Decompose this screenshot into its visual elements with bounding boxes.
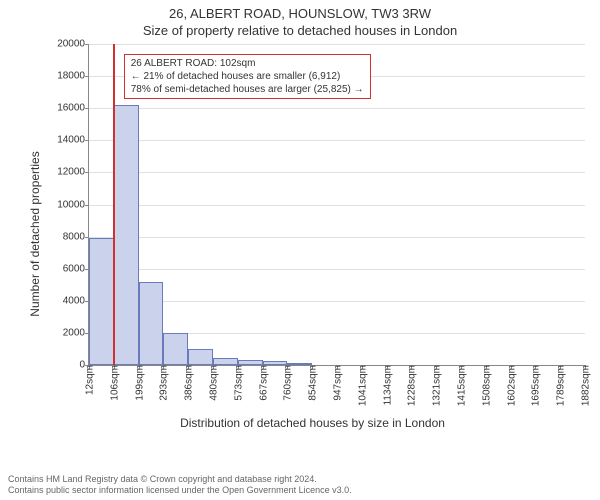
histogram-bar — [163, 333, 188, 365]
histogram-bar — [238, 360, 263, 365]
xtick-label: 1041sqm — [355, 365, 368, 406]
xtick-label: 386sqm — [182, 365, 195, 401]
xtick-label: 1789sqm — [554, 365, 567, 406]
xtick-label: 106sqm — [107, 365, 120, 401]
xtick-label: 1228sqm — [405, 365, 418, 406]
ytick-label: 12000 — [57, 167, 89, 178]
gridline — [89, 108, 585, 109]
footer-line-2: Contains public sector information licen… — [8, 485, 352, 496]
histogram-chart: Number of detached properties Distributi… — [40, 44, 585, 424]
histogram-bar — [263, 361, 288, 365]
xtick-label: 12sqm — [83, 365, 96, 395]
xtick-label: 760sqm — [281, 365, 294, 401]
ytick-label: 10000 — [57, 199, 89, 210]
histogram-bar — [287, 363, 312, 365]
footer-attribution: Contains HM Land Registry data © Crown c… — [8, 474, 352, 497]
y-axis-label: Number of detached properties — [28, 151, 42, 316]
ytick-label: 18000 — [57, 71, 89, 82]
annotation-line-2: ← 21% of detached houses are smaller (6,… — [131, 70, 364, 83]
ytick-label: 6000 — [63, 263, 89, 274]
gridline — [89, 205, 585, 206]
gridline — [89, 301, 585, 302]
annotation-line-1: 26 ALBERT ROAD: 102sqm — [131, 57, 364, 70]
xtick-label: 1695sqm — [529, 365, 542, 406]
xtick-label: 573sqm — [231, 365, 244, 401]
ytick-label: 4000 — [63, 295, 89, 306]
ytick-label: 14000 — [57, 135, 89, 146]
gridline — [89, 172, 585, 173]
xtick-label: 1602sqm — [504, 365, 517, 406]
xtick-label: 854sqm — [306, 365, 319, 401]
histogram-bar — [213, 358, 238, 365]
xtick-label: 293sqm — [157, 365, 170, 401]
histogram-bar — [114, 105, 139, 365]
xtick-label: 1134sqm — [380, 365, 393, 405]
annotation-line-3: 78% of semi-detached houses are larger (… — [131, 83, 364, 96]
annotation-box: 26 ALBERT ROAD: 102sqm ← 21% of detached… — [124, 54, 371, 99]
gridline — [89, 140, 585, 141]
xtick-label: 1415sqm — [455, 365, 468, 406]
x-axis-label: Distribution of detached houses by size … — [180, 416, 445, 430]
plot-area: 0200040006000800010000120001400016000180… — [88, 44, 585, 366]
xtick-label: 947sqm — [331, 365, 344, 401]
ytick-label: 8000 — [63, 231, 89, 242]
xtick-label: 199sqm — [132, 365, 145, 401]
gridline — [89, 269, 585, 270]
ytick-label: 16000 — [57, 103, 89, 114]
xtick-label: 1508sqm — [479, 365, 492, 406]
page-title: 26, ALBERT ROAD, HOUNSLOW, TW3 3RW — [0, 0, 600, 21]
property-marker-line — [113, 44, 115, 365]
xtick-label: 1321sqm — [430, 365, 443, 406]
xtick-label: 667sqm — [256, 365, 269, 401]
histogram-bar — [188, 349, 213, 365]
gridline — [89, 237, 585, 238]
gridline — [89, 44, 585, 45]
xtick-label: 480sqm — [207, 365, 220, 401]
histogram-bar — [89, 238, 114, 365]
footer-line-1: Contains HM Land Registry data © Crown c… — [8, 474, 352, 485]
xtick-label: 1882sqm — [579, 365, 592, 406]
page-subtitle: Size of property relative to detached ho… — [0, 21, 600, 38]
histogram-bar — [139, 282, 164, 365]
ytick-label: 20000 — [57, 39, 89, 50]
ytick-label: 2000 — [63, 327, 89, 338]
